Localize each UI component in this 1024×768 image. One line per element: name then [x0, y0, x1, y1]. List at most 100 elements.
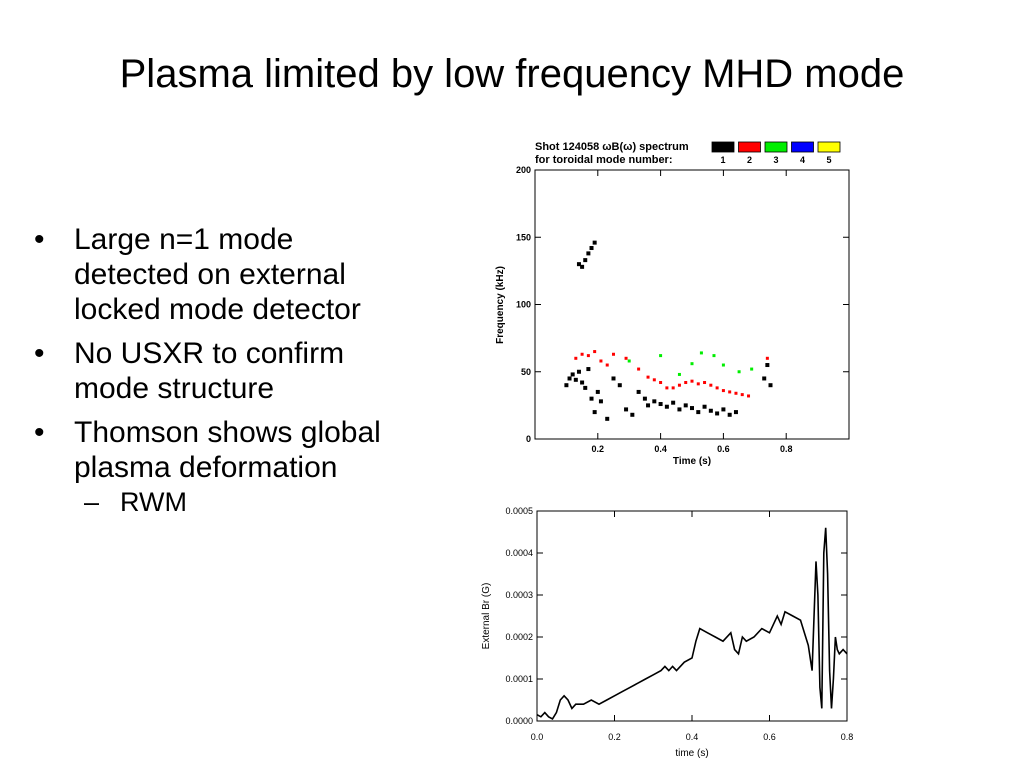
data-point — [671, 386, 675, 390]
sub-bullet-item: – RWM — [74, 485, 388, 519]
spectrum-points — [564, 240, 773, 421]
data-point — [612, 352, 615, 356]
bullet-icon: • — [34, 223, 45, 256]
data-point — [721, 389, 725, 393]
y-tick-label: 100 — [516, 300, 531, 310]
x-tick-label: 0.6 — [763, 732, 776, 742]
legend-label: 5 — [826, 155, 831, 165]
bullet-text: Large n=1 mode detected on external lock… — [74, 223, 361, 326]
data-point — [683, 403, 688, 408]
bullet-item: • No USXR to confirm mode structure — [28, 336, 388, 406]
x-tick-label: 0.4 — [654, 444, 667, 454]
slide-title: Plasma limited by low frequency MHD mode — [119, 52, 905, 96]
y-tick-label: 0 — [526, 434, 531, 444]
data-point — [646, 403, 651, 408]
data-point — [740, 393, 744, 397]
legend-swatch — [791, 141, 814, 153]
data-point — [580, 380, 585, 385]
br-series-line — [536, 527, 848, 720]
data-point — [576, 262, 581, 267]
data-point — [690, 406, 694, 411]
data-point — [747, 394, 751, 398]
data-point — [664, 404, 669, 409]
sub-bullet-list: – RWM — [74, 485, 388, 519]
data-point — [646, 375, 650, 379]
data-point — [696, 410, 701, 415]
y-tick-label: 50 — [521, 367, 531, 377]
data-point — [617, 383, 622, 388]
data-point — [762, 376, 767, 381]
spectrum-y-axis: 0 50 100 150 200 — [516, 165, 849, 444]
legend-label: 1 — [720, 155, 725, 165]
y-tick-label: 200 — [516, 165, 531, 175]
data-point — [630, 412, 635, 417]
data-point — [583, 385, 588, 390]
data-point — [599, 359, 603, 363]
data-point — [580, 264, 585, 269]
data-point — [652, 399, 657, 404]
data-point — [765, 363, 770, 368]
data-point — [684, 381, 688, 385]
br-y-axis: 0.0000 0.0001 0.0002 0.0003 0.0004 0.0005 — [505, 506, 847, 726]
data-point — [727, 412, 732, 417]
data-point — [712, 354, 716, 358]
spectrum-x-label: Time (s) — [673, 456, 711, 467]
data-point — [750, 367, 754, 371]
data-point — [677, 407, 682, 412]
x-tick-label: 0.0 — [531, 732, 544, 742]
y-tick-label: 0.0001 — [505, 674, 533, 684]
spectrum-x-axis: 0.2 0.4 0.6 0.8 — [592, 170, 792, 454]
data-point — [677, 383, 681, 387]
y-tick-label: 0.0005 — [505, 506, 533, 516]
data-point — [586, 354, 590, 358]
data-point — [671, 400, 676, 405]
spectrum-y-label: Frequency (kHz) — [495, 266, 506, 344]
br-y-label: External Br (G) — [481, 583, 492, 650]
data-point — [605, 363, 609, 367]
data-point — [665, 386, 669, 390]
br-plot-area — [536, 510, 848, 722]
data-point — [583, 258, 588, 263]
spectrum-chart-subtitle: for toroidal mode number: — [535, 154, 673, 166]
bullet-text: Thomson shows global plasma deformation — [74, 416, 381, 484]
data-point — [709, 383, 713, 387]
data-point — [592, 410, 597, 415]
legend-swatch — [764, 141, 788, 153]
data-point — [721, 363, 725, 367]
bullet-list: • Large n=1 mode detected on external loc… — [28, 222, 388, 528]
x-tick-label: 0.8 — [841, 732, 854, 742]
data-point — [589, 246, 594, 251]
spectrum-legend: 1 2 3 4 5 — [711, 141, 841, 165]
legend-swatch — [738, 141, 761, 153]
data-point — [715, 386, 719, 390]
y-tick-label: 150 — [516, 232, 531, 242]
data-point — [627, 359, 631, 363]
x-tick-label: 0.6 — [717, 444, 730, 454]
data-point — [696, 382, 700, 386]
data-point — [734, 391, 738, 395]
y-tick-label: 0.0004 — [505, 548, 533, 558]
dash-icon: – — [84, 487, 100, 517]
data-point — [699, 351, 703, 355]
y-tick-label: 0.0000 — [505, 716, 533, 726]
data-point — [624, 356, 628, 360]
data-point — [733, 410, 738, 415]
data-point — [721, 407, 726, 412]
data-point — [598, 399, 603, 404]
bullet-icon: • — [34, 337, 45, 370]
bullet-item: • Thomson shows global plasma deformation… — [28, 415, 388, 519]
bullet-text: No USXR to confirm mode structure — [74, 337, 345, 405]
data-point — [659, 381, 663, 385]
legend-swatch — [817, 141, 841, 153]
data-point — [703, 381, 707, 385]
data-point — [611, 376, 616, 381]
data-point — [642, 396, 647, 401]
data-point — [677, 372, 681, 376]
data-point — [737, 370, 741, 374]
data-point — [728, 390, 732, 394]
data-point — [768, 383, 773, 388]
bullet-icon: • — [34, 416, 45, 449]
data-point — [595, 389, 600, 394]
